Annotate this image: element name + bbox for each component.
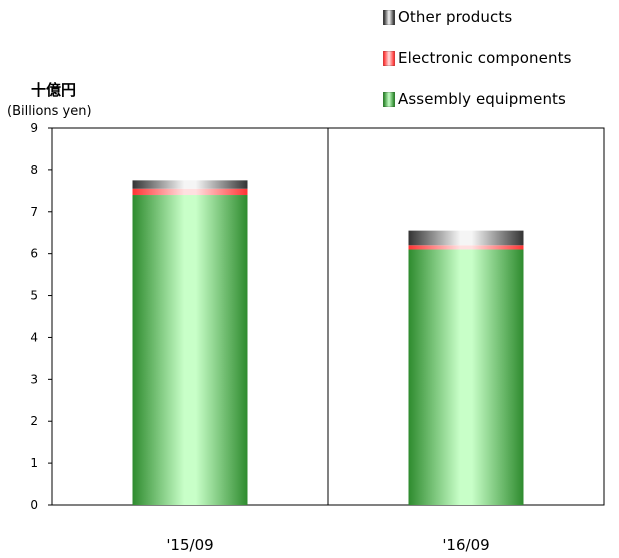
legend-label: Assembly equipments — [398, 90, 566, 108]
y-axis-label-english: (Billions yen) — [7, 104, 92, 119]
y-axis-label-japanese: 十億円 — [31, 81, 77, 99]
y-tick-label: 7 — [30, 205, 38, 219]
bar-segment-electronic-components — [132, 188, 248, 196]
legend-swatch — [383, 91, 395, 107]
x-category-label: '16/09 — [442, 536, 489, 554]
y-tick-label: 9 — [30, 121, 38, 135]
y-tick-label: 5 — [30, 289, 38, 303]
y-tick-label: 2 — [30, 414, 38, 428]
y-tick-label: 0 — [30, 498, 38, 512]
y-tick-label: 6 — [30, 247, 38, 261]
bar-segment-other-products — [132, 180, 248, 189]
bar-segment-electronic-components — [408, 245, 524, 250]
legend-swatch — [383, 50, 395, 66]
legend-swatch — [383, 9, 395, 25]
chart-legend: Other products Electronic components Assem… — [383, 4, 613, 127]
bar-segment-assembly-equipments — [132, 195, 248, 505]
y-tick-label: 8 — [30, 163, 38, 177]
bar-segment-other-products — [408, 230, 524, 246]
y-tick-label: 1 — [30, 456, 38, 470]
legend-item: Other products — [383, 4, 613, 30]
bar-segment-assembly-equipments — [408, 249, 524, 505]
legend-label: Other products — [398, 8, 513, 26]
y-tick-label: 3 — [30, 372, 38, 386]
legend-item: Assembly equipments — [383, 86, 613, 112]
legend-item: Electronic components — [383, 45, 613, 71]
legend-label: Electronic components — [398, 49, 572, 67]
y-tick-label: 4 — [30, 330, 38, 344]
x-category-label: '15/09 — [166, 536, 213, 554]
